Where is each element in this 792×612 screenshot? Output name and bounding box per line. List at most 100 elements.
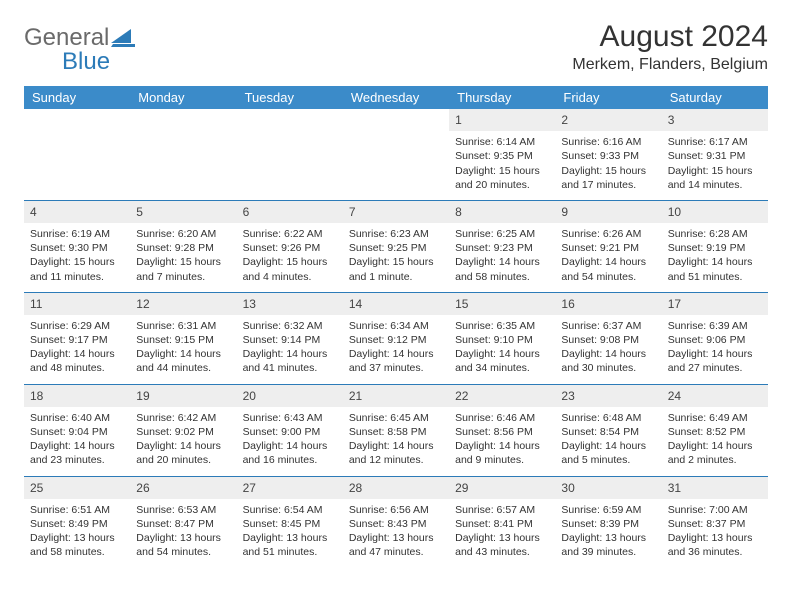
day-line: Sunrise: 6:35 AM <box>455 319 549 333</box>
calendar-cell: 7Sunrise: 6:23 AMSunset: 9:25 PMDaylight… <box>343 200 449 292</box>
day-body: Sunrise: 6:32 AMSunset: 9:14 PMDaylight:… <box>237 315 343 384</box>
day-line: and 51 minutes. <box>243 545 337 559</box>
day-line: Sunset: 8:47 PM <box>136 517 230 531</box>
day-body: Sunrise: 6:39 AMSunset: 9:06 PMDaylight:… <box>662 315 768 384</box>
calendar-cell: 20Sunrise: 6:43 AMSunset: 9:00 PMDayligh… <box>237 384 343 476</box>
day-number: 15 <box>449 292 555 315</box>
calendar-body: ........1Sunrise: 6:14 AMSunset: 9:35 PM… <box>24 109 768 567</box>
day-body: Sunrise: 7:00 AMSunset: 8:37 PMDaylight:… <box>662 499 768 568</box>
day-line: and 30 minutes. <box>561 361 655 375</box>
day-body: Sunrise: 6:14 AMSunset: 9:35 PMDaylight:… <box>449 131 555 200</box>
day-number: 30 <box>555 476 661 499</box>
day-line: Sunrise: 6:16 AM <box>561 135 655 149</box>
day-line: Sunset: 9:21 PM <box>561 241 655 255</box>
day-number: 26 <box>130 476 236 499</box>
day-number: 6 <box>237 200 343 223</box>
calendar-row: 25Sunrise: 6:51 AMSunset: 8:49 PMDayligh… <box>24 476 768 568</box>
day-line: Sunset: 9:19 PM <box>668 241 762 255</box>
day-line: Sunset: 8:54 PM <box>561 425 655 439</box>
day-line: Sunrise: 6:53 AM <box>136 503 230 517</box>
day-body: Sunrise: 6:28 AMSunset: 9:19 PMDaylight:… <box>662 223 768 292</box>
calendar-cell: 8Sunrise: 6:25 AMSunset: 9:23 PMDaylight… <box>449 200 555 292</box>
day-number: 13 <box>237 292 343 315</box>
calendar-cell: 24Sunrise: 6:49 AMSunset: 8:52 PMDayligh… <box>662 384 768 476</box>
day-line: and 7 minutes. <box>136 270 230 284</box>
day-body: Sunrise: 6:25 AMSunset: 9:23 PMDaylight:… <box>449 223 555 292</box>
calendar-table: SundayMondayTuesdayWednesdayThursdayFrid… <box>24 86 768 567</box>
logo-word2: Blue <box>24 50 164 74</box>
day-line: Sunset: 9:35 PM <box>455 149 549 163</box>
calendar-cell: 21Sunrise: 6:45 AMSunset: 8:58 PMDayligh… <box>343 384 449 476</box>
day-line: Sunrise: 6:46 AM <box>455 411 549 425</box>
day-line: Sunset: 8:56 PM <box>455 425 549 439</box>
day-line: Sunset: 8:43 PM <box>349 517 443 531</box>
day-line: Sunset: 9:26 PM <box>243 241 337 255</box>
day-line: and 17 minutes. <box>561 178 655 192</box>
day-body: Sunrise: 6:53 AMSunset: 8:47 PMDaylight:… <box>130 499 236 568</box>
day-line: Sunrise: 6:17 AM <box>668 135 762 149</box>
day-line: and 54 minutes. <box>561 270 655 284</box>
day-line: Sunrise: 6:42 AM <box>136 411 230 425</box>
day-line: Daylight: 13 hours <box>243 531 337 545</box>
day-line: Daylight: 15 hours <box>561 164 655 178</box>
calendar-row: 4Sunrise: 6:19 AMSunset: 9:30 PMDaylight… <box>24 200 768 292</box>
day-line: and 12 minutes. <box>349 453 443 467</box>
day-line: Daylight: 15 hours <box>668 164 762 178</box>
calendar-cell: 19Sunrise: 6:42 AMSunset: 9:02 PMDayligh… <box>130 384 236 476</box>
day-line: Sunrise: 7:00 AM <box>668 503 762 517</box>
day-line: Sunset: 8:39 PM <box>561 517 655 531</box>
weekday-header: Saturday <box>662 86 768 109</box>
calendar-cell: 1Sunrise: 6:14 AMSunset: 9:35 PMDaylight… <box>449 109 555 200</box>
calendar-head: SundayMondayTuesdayWednesdayThursdayFrid… <box>24 86 768 109</box>
weekday-header: Tuesday <box>237 86 343 109</box>
day-line: Sunrise: 6:20 AM <box>136 227 230 241</box>
day-number: 3 <box>662 109 768 131</box>
day-line: and 1 minute. <box>349 270 443 284</box>
day-line: and 36 minutes. <box>668 545 762 559</box>
day-number: 19 <box>130 384 236 407</box>
day-body: Sunrise: 6:22 AMSunset: 9:26 PMDaylight:… <box>237 223 343 292</box>
day-line: and 23 minutes. <box>30 453 124 467</box>
day-number: 22 <box>449 384 555 407</box>
day-line: Sunset: 9:31 PM <box>668 149 762 163</box>
day-body: Sunrise: 6:42 AMSunset: 9:02 PMDaylight:… <box>130 407 236 476</box>
day-line: Sunrise: 6:32 AM <box>243 319 337 333</box>
day-line: and 58 minutes. <box>30 545 124 559</box>
day-line: Sunrise: 6:29 AM <box>30 319 124 333</box>
day-line: and 58 minutes. <box>455 270 549 284</box>
day-number: 7 <box>343 200 449 223</box>
day-body: Sunrise: 6:48 AMSunset: 8:54 PMDaylight:… <box>555 407 661 476</box>
day-line: Sunset: 9:04 PM <box>30 425 124 439</box>
day-line: and 34 minutes. <box>455 361 549 375</box>
day-number: 4 <box>24 200 130 223</box>
day-line: Daylight: 15 hours <box>455 164 549 178</box>
day-line: and 47 minutes. <box>349 545 443 559</box>
day-body: Sunrise: 6:26 AMSunset: 9:21 PMDaylight:… <box>555 223 661 292</box>
day-line: and 51 minutes. <box>668 270 762 284</box>
calendar-cell: 17Sunrise: 6:39 AMSunset: 9:06 PMDayligh… <box>662 292 768 384</box>
logo: General Blue <box>24 20 164 74</box>
day-body: Sunrise: 6:43 AMSunset: 9:00 PMDaylight:… <box>237 407 343 476</box>
day-line: Sunrise: 6:49 AM <box>668 411 762 425</box>
day-body: Sunrise: 6:23 AMSunset: 9:25 PMDaylight:… <box>343 223 449 292</box>
day-line: Sunset: 9:28 PM <box>136 241 230 255</box>
calendar-cell: 16Sunrise: 6:37 AMSunset: 9:08 PMDayligh… <box>555 292 661 384</box>
calendar-cell: 10Sunrise: 6:28 AMSunset: 9:19 PMDayligh… <box>662 200 768 292</box>
calendar-cell: 25Sunrise: 6:51 AMSunset: 8:49 PMDayligh… <box>24 476 130 568</box>
day-line: Sunrise: 6:39 AM <box>668 319 762 333</box>
day-line: Sunset: 9:25 PM <box>349 241 443 255</box>
logo-word1: General <box>24 26 109 50</box>
day-body: Sunrise: 6:40 AMSunset: 9:04 PMDaylight:… <box>24 407 130 476</box>
day-line: Sunrise: 6:37 AM <box>561 319 655 333</box>
day-line: and 44 minutes. <box>136 361 230 375</box>
day-number: 8 <box>449 200 555 223</box>
calendar-cell: 4Sunrise: 6:19 AMSunset: 9:30 PMDaylight… <box>24 200 130 292</box>
day-line: Daylight: 13 hours <box>30 531 124 545</box>
day-line: and 11 minutes. <box>30 270 124 284</box>
day-line: Daylight: 14 hours <box>455 439 549 453</box>
day-line: Sunrise: 6:28 AM <box>668 227 762 241</box>
day-body: Sunrise: 6:35 AMSunset: 9:10 PMDaylight:… <box>449 315 555 384</box>
day-number: 17 <box>662 292 768 315</box>
day-body: Sunrise: 6:49 AMSunset: 8:52 PMDaylight:… <box>662 407 768 476</box>
day-line: Sunset: 9:06 PM <box>668 333 762 347</box>
